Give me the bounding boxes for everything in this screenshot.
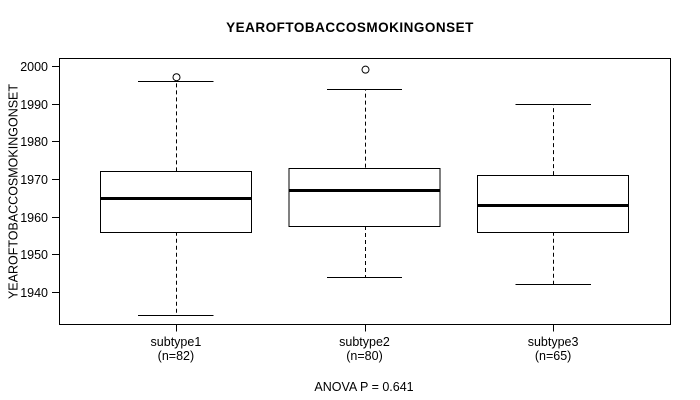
group-label-1: subtype1 (n=82)	[150, 335, 202, 363]
outlier-point	[172, 73, 181, 82]
outlier-point	[361, 65, 370, 74]
group-n-count: (n=65)	[534, 348, 572, 363]
y-tick-label: 1950	[20, 248, 48, 262]
y-tick-label: 1960	[20, 211, 48, 225]
boxplot-group-subtype2	[288, 65, 441, 332]
boxplot-group-subtype3	[477, 104, 630, 332]
boxplot-group-subtype1	[99, 73, 252, 332]
group-label-2: subtype2 (n=80)	[339, 335, 390, 363]
y-tick-label: 1970	[20, 173, 48, 187]
y-tick-label: 2000	[20, 60, 48, 74]
iqr-box	[288, 168, 441, 227]
group-name: subtype3	[527, 335, 579, 349]
group-n-count: (n=80)	[346, 348, 383, 363]
chart-title: YEAROFTOBACCOSMOKINGONSET	[226, 20, 474, 35]
group-name: subtype2	[339, 335, 390, 349]
group-name: subtype1	[150, 335, 202, 349]
y-tick-label: 1940	[20, 286, 48, 300]
group-n-count: (n=82)	[157, 348, 195, 363]
iqr-box	[99, 171, 252, 233]
y-tick-label: 1990	[20, 98, 48, 112]
group-label-3: subtype3 (n=65)	[527, 335, 579, 363]
anova-p-annotation: ANOVA P = 0.641	[314, 380, 414, 394]
y-tick-label: 1980	[20, 135, 48, 149]
